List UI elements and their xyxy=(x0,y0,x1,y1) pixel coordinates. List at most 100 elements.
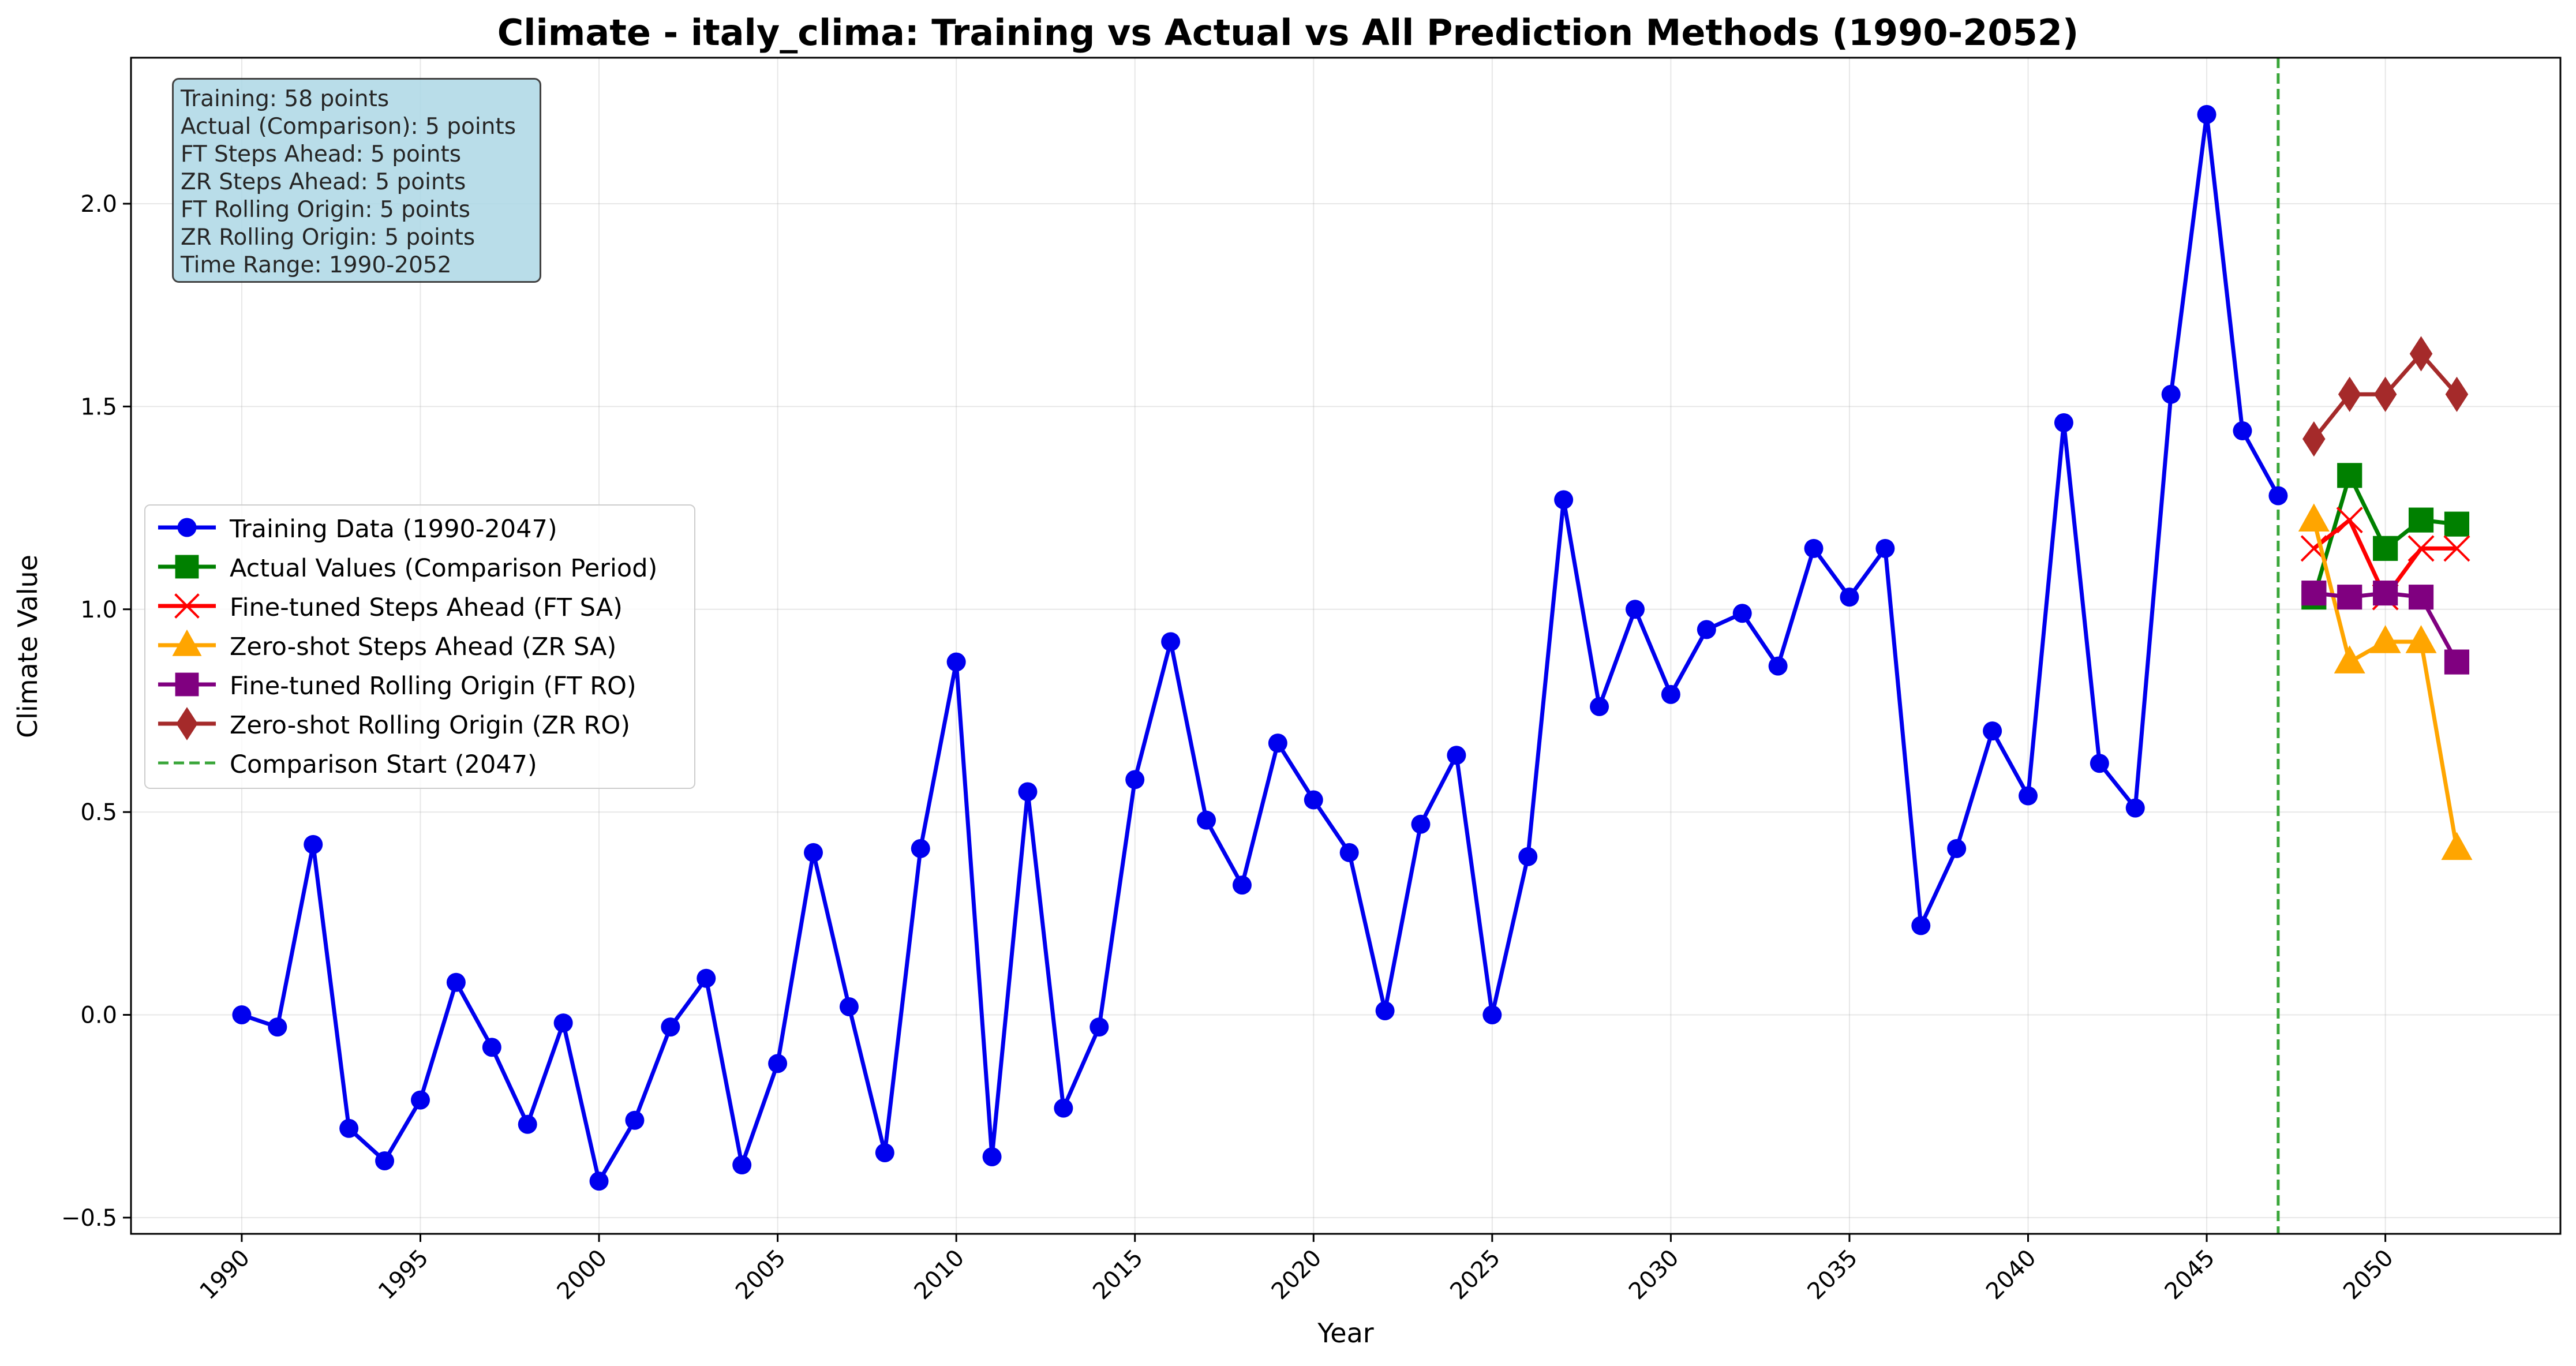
y-tick-label: 0.5 xyxy=(80,799,117,826)
data-point xyxy=(1661,684,1680,704)
legend-swatch-zr-sa xyxy=(158,629,216,656)
data-point xyxy=(232,1005,252,1025)
data-point xyxy=(2334,645,2365,673)
data-point xyxy=(175,672,199,697)
legend-label-comparison-start: Comparison Start (2047) xyxy=(230,750,537,779)
legend-item-training: Training Data (1990-2047) xyxy=(145,510,694,549)
data-point xyxy=(2408,507,2434,533)
data-point xyxy=(2336,507,2363,534)
data-point-stroke xyxy=(174,593,200,619)
data-point xyxy=(1339,843,1359,862)
data-point xyxy=(482,1038,501,1057)
info-box: Training: 58 points Actual (Comparison):… xyxy=(172,78,541,283)
data-point xyxy=(2054,413,2073,432)
data-point xyxy=(875,1143,894,1162)
x-tick-label: 2030 xyxy=(1624,1245,1684,1305)
legend-label-training: Training Data (1990-2047) xyxy=(230,515,557,544)
series-markers xyxy=(232,104,2288,1191)
data-point xyxy=(732,1155,752,1175)
data-point xyxy=(1375,1001,1395,1020)
x-tick-label: 1990 xyxy=(194,1245,255,1305)
data-point-stroke xyxy=(2407,535,2435,562)
data-point xyxy=(268,1017,287,1037)
data-point xyxy=(1625,600,1645,619)
plot-frame xyxy=(130,57,2562,1235)
x-tick-label: 2050 xyxy=(2338,1245,2399,1305)
data-point xyxy=(1161,632,1181,652)
legend-swatch-actual xyxy=(158,555,216,579)
data-point xyxy=(410,1090,430,1110)
data-point-stroke xyxy=(2300,535,2327,562)
series-line xyxy=(241,112,2280,1184)
data-point xyxy=(1411,814,1431,834)
data-point xyxy=(2445,376,2469,412)
data-point xyxy=(1911,916,1931,935)
legend: Training Data (1990-2047) Actual Values … xyxy=(144,504,695,789)
data-point xyxy=(946,652,966,672)
data-point xyxy=(2338,376,2361,412)
legend-swatch-comparison-start xyxy=(158,761,216,765)
x-tick-label: 2045 xyxy=(2160,1245,2221,1305)
info-line: Time Range: 1990-2052 xyxy=(181,252,452,278)
info-line: Training: 58 points xyxy=(181,86,390,112)
data-point xyxy=(2302,421,2326,457)
data-point xyxy=(446,972,466,992)
y-tick-label: 0.0 xyxy=(80,1002,117,1029)
data-point-stroke xyxy=(2443,535,2470,562)
data-point xyxy=(2197,104,2216,124)
legend-item-ft-sa: Fine-tuned Steps Ahead (FT SA) xyxy=(145,589,694,628)
data-point xyxy=(1875,538,1895,558)
info-line: ZR Steps Ahead: 5 points xyxy=(181,169,466,195)
data-point xyxy=(175,555,199,579)
data-point xyxy=(2444,511,2470,537)
data-point xyxy=(2337,585,2362,610)
data-point xyxy=(839,997,859,1016)
legend-label-actual: Actual Values (Comparison Period) xyxy=(230,554,658,583)
chart-title: Climate - italy_clima: Training vs Actua… xyxy=(497,12,2079,54)
data-point xyxy=(375,1151,395,1171)
data-point xyxy=(2233,421,2252,441)
data-point xyxy=(2268,486,2288,506)
legend-swatch-zr-ro xyxy=(158,707,216,740)
data-point xyxy=(1054,1098,1073,1118)
x-tick-label: 2010 xyxy=(909,1245,970,1305)
data-point xyxy=(625,1110,645,1130)
data-point xyxy=(804,843,823,862)
data-point xyxy=(2298,503,2330,532)
plot-area xyxy=(232,58,2473,1234)
data-point xyxy=(1268,733,1287,753)
data-point xyxy=(2405,625,2437,653)
data-point xyxy=(1840,587,1859,607)
data-point xyxy=(2441,832,2473,860)
x-tick-label: 2035 xyxy=(1803,1245,1863,1305)
data-point-stroke xyxy=(2336,507,2363,534)
data-point xyxy=(1804,538,1824,558)
data-point xyxy=(2369,625,2401,653)
data-point xyxy=(172,629,202,656)
info-line: FT Steps Ahead: 5 points xyxy=(181,141,462,167)
legend-label-zr-ro: Zero-shot Rolling Origin (ZR RO) xyxy=(230,711,630,740)
data-point xyxy=(2373,376,2397,412)
data-point xyxy=(768,1054,788,1073)
data-point xyxy=(1697,620,1716,639)
data-point xyxy=(1089,1017,1109,1037)
data-point xyxy=(1232,875,1252,895)
data-point xyxy=(1768,656,1788,676)
series-markers xyxy=(2302,336,2469,457)
data-point xyxy=(174,593,200,619)
data-point xyxy=(2125,798,2145,818)
data-point xyxy=(2408,585,2434,610)
data-point xyxy=(1983,721,2002,741)
x-tick-label: 2005 xyxy=(731,1245,791,1305)
y-axis-label: Climate Value xyxy=(12,555,43,738)
data-point xyxy=(2090,754,2109,773)
y-tick-label: 1.0 xyxy=(80,597,117,623)
legend-swatch-ft-ro xyxy=(158,672,216,697)
data-point xyxy=(1018,782,1038,802)
data-point xyxy=(1482,1005,1502,1025)
data-point xyxy=(1554,490,1574,510)
x-tick-label: 2020 xyxy=(1267,1245,1327,1305)
data-point xyxy=(2019,786,2038,806)
data-point xyxy=(339,1118,359,1138)
